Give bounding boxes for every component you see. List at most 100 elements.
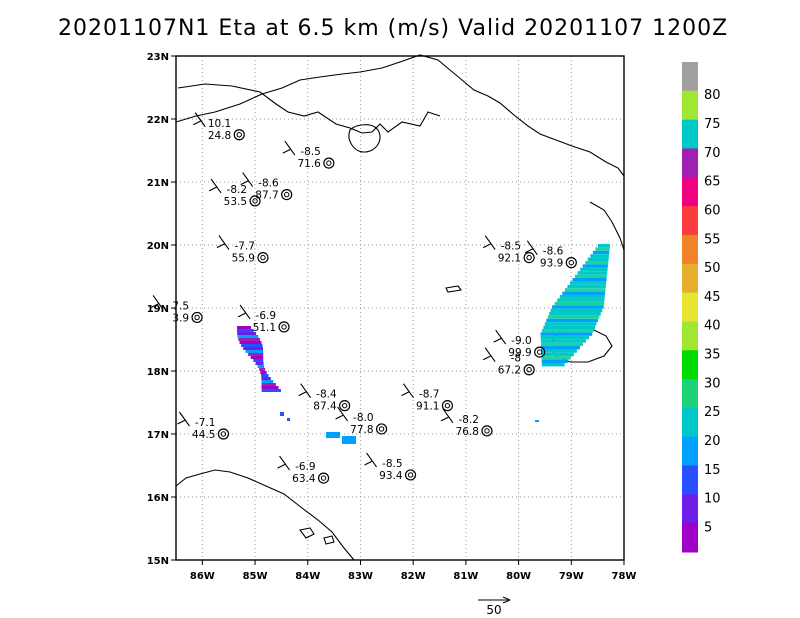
cuba-south-coast	[177, 83, 441, 134]
colorbar-swatch	[682, 321, 698, 351]
lat-tick-label: 17N	[147, 430, 169, 441]
axis-labels: 86W 85W 84W 83W 82W 81W 80W 79W 78W 15N 16N 17N 18N 1…	[147, 52, 637, 582]
field-pixel	[546, 318, 598, 323]
field-pixel	[241, 344, 263, 347]
lon-tick-label: 84W	[295, 571, 320, 582]
field-pixel	[587, 257, 609, 261]
field-pixel	[261, 383, 276, 386]
station-top-value: -8.5	[501, 241, 522, 253]
field-pixel	[541, 346, 580, 350]
colorbar-label: 60	[704, 203, 721, 218]
wind-scale: 50	[478, 596, 511, 617]
wind-barb	[298, 383, 312, 398]
station-bottom-value: 55.9	[232, 253, 255, 265]
station-bottom-value: 24.8	[208, 130, 231, 142]
field-pixel	[261, 380, 274, 383]
field-pixel	[541, 352, 574, 357]
station-top-value: -7.7	[234, 241, 255, 253]
station-bottom-value: 63.4	[292, 473, 316, 485]
field-pixel	[326, 432, 340, 438]
station-ring-inner	[281, 324, 287, 330]
field-pixel	[541, 359, 568, 363]
station-top-value: -8.2	[458, 414, 479, 426]
station-bottom-value: 3.9	[172, 312, 189, 324]
field-pixel	[261, 377, 271, 380]
station-ring	[523, 364, 535, 376]
station-ring-inner	[194, 314, 200, 321]
field-pixel	[552, 305, 604, 309]
station-bottom-value: 51.1	[253, 322, 276, 334]
station-ring	[317, 472, 330, 484]
chart-title: 20201107N1 Eta at 6.5 km (m/s) Valid 202…	[58, 16, 729, 41]
station-top-value: -7.1	[195, 417, 216, 429]
colorbar-label: 25	[704, 405, 721, 420]
lon-tick-label: 85W	[243, 571, 268, 582]
station-ring-inner	[260, 254, 266, 261]
colorbar-label: 15	[704, 463, 721, 478]
lat-tick-label: 20N	[147, 241, 169, 252]
field-pixel	[590, 254, 609, 258]
wind-barb	[525, 240, 538, 255]
station-top-value: -8.2	[227, 184, 248, 196]
field-pixel	[575, 274, 607, 278]
station-bottom-value: 76.8	[456, 426, 479, 438]
station-bottom-value: 93.9	[540, 258, 563, 270]
station-bottom-value: 71.6	[297, 158, 321, 170]
colorbar-swatch	[682, 407, 698, 438]
station-ring-inner	[341, 402, 348, 409]
station-bottom-value: 99.9	[508, 347, 531, 359]
field-pixel	[549, 312, 601, 316]
station-top-value: -8.6	[543, 246, 564, 258]
field-pixel	[540, 342, 583, 346]
colorbar-swatch	[682, 263, 698, 294]
colorbar-swatch	[682, 119, 698, 149]
station-bottom-value: 77.8	[350, 424, 373, 436]
wind-barb	[208, 178, 222, 194]
field-pixel	[260, 371, 267, 374]
wind-barb	[482, 235, 496, 250]
wind-barb	[193, 112, 206, 128]
station-bottom-value: 44.5	[192, 429, 215, 441]
lat-tick-label: 18N	[147, 367, 169, 378]
colorbar-swatch	[682, 350, 698, 380]
colorbar-swatch	[682, 465, 698, 495]
station-ring	[404, 469, 417, 481]
colorbar-swatch	[682, 90, 698, 121]
field-pixel	[580, 267, 608, 272]
lon-tick-label: 83W	[348, 571, 373, 582]
colorbar-label: 20	[704, 434, 721, 449]
wind-barb	[282, 140, 296, 156]
station-top-value: -8	[511, 353, 521, 365]
field-pixel	[554, 301, 605, 306]
field-pixel	[541, 329, 594, 333]
station-ring	[217, 428, 230, 440]
station-bottom-value: 87.4	[313, 401, 337, 413]
field-pixel	[261, 386, 279, 389]
field-pixel	[585, 261, 609, 265]
station-layer: 10.124.8-8.571.6-8.253.5-8.687.7-7.755.9…	[150, 112, 577, 485]
cuba-coast	[175, 54, 625, 177]
field-pixel	[595, 247, 610, 251]
colorbar-swatch	[682, 379, 698, 409]
colorbar-swatch	[682, 234, 698, 265]
station-top-value: -6.9	[256, 310, 277, 322]
field-pixel	[557, 298, 605, 302]
station-bottom-value: 53.5	[224, 196, 247, 208]
lon-tick-label: 80W	[506, 571, 531, 582]
colorbar-label: 45	[704, 290, 721, 305]
field-pixel	[577, 271, 608, 275]
colorbar-swatch	[682, 62, 698, 92]
station-top-value: 10.1	[208, 118, 231, 130]
colorbar-swatch	[682, 206, 698, 236]
lon-tick-label: 79W	[559, 571, 584, 582]
station-ring-inner	[526, 254, 532, 261]
field-pixel	[243, 347, 263, 350]
colorbar-label: 65	[704, 175, 721, 190]
field-pixel	[342, 436, 356, 444]
field-pixel	[582, 264, 608, 268]
station-ring-inner	[326, 160, 332, 166]
lon-tick-label: 82W	[401, 571, 426, 582]
colorbar-label: 10	[704, 492, 721, 507]
station-ring-inner	[526, 367, 532, 373]
field-pixel	[248, 353, 264, 356]
